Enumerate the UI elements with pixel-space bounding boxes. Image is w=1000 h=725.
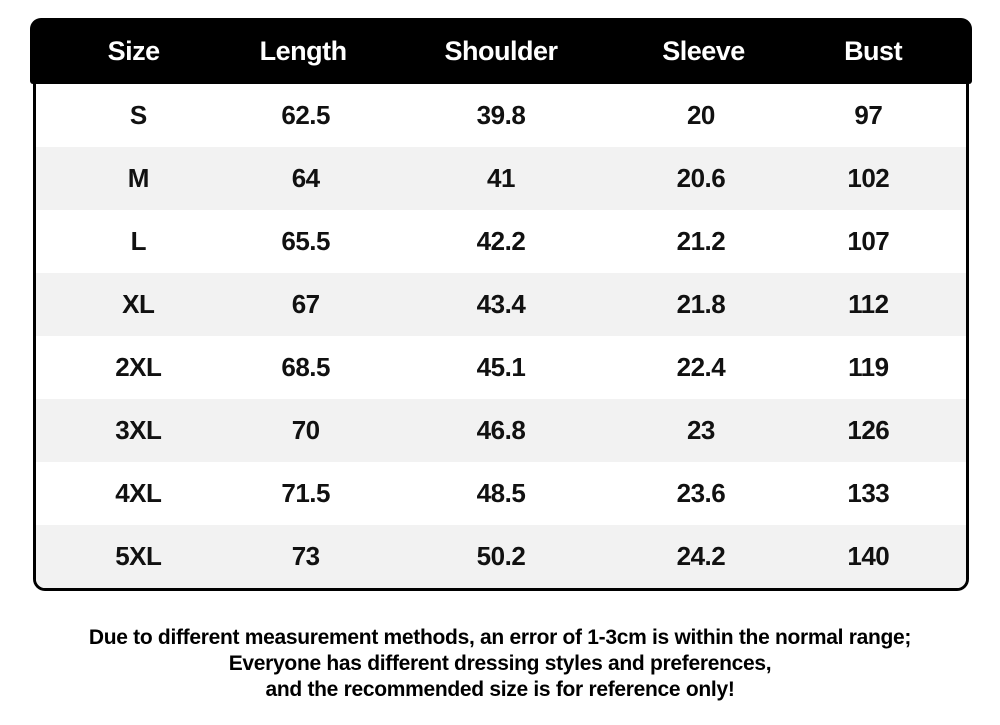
column-header-sleeve: Sleeve xyxy=(662,35,745,66)
table-row-s: S 62.5 39.8 20 97 xyxy=(36,84,966,147)
disclaimer-line-2: Everyone has different dressing styles a… xyxy=(228,652,772,675)
size-label-cell: 4XL xyxy=(115,478,162,508)
measurement-cell: 50.2 xyxy=(476,541,526,571)
size-label-cell: 5XL xyxy=(115,541,162,571)
measurement-cell: 48.5 xyxy=(476,478,526,508)
measurement-cell: 102 xyxy=(847,163,890,193)
measurement-cell: 45.1 xyxy=(476,352,526,382)
size-label-cell: S xyxy=(129,100,147,130)
measurement-cell: 22.4 xyxy=(676,352,726,382)
table-row-xl: XL 67 43.4 21.8 112 xyxy=(36,273,966,336)
measurement-cell: 73 xyxy=(291,541,320,571)
measurement-cell: 39.8 xyxy=(476,100,526,130)
disclaimer-line-3: and the recommended size is for referenc… xyxy=(265,678,735,701)
table-header-row: Size Length Shoulder Sleeve Bust xyxy=(30,18,972,84)
column-header-size: Size xyxy=(107,35,161,66)
size-label-cell: XL xyxy=(122,289,155,319)
table-row-2xl: 2XL 68.5 45.1 22.4 119 xyxy=(36,336,966,399)
size-chart-table: Size Length Shoulder Sleeve Bust S 62.5 39.8 20… xyxy=(30,18,972,591)
measurement-cell: 42.2 xyxy=(476,226,526,256)
size-label-cell: 2XL xyxy=(115,352,162,382)
measurement-cell: 119 xyxy=(848,352,889,382)
size-label-cell: 3XL xyxy=(115,415,162,445)
measurement-cell: 43.4 xyxy=(476,289,526,319)
table-row-4xl: 4XL 71.5 48.5 23.6 133 xyxy=(36,462,966,525)
measurement-cell: 24.2 xyxy=(676,541,726,571)
size-label-cell: M xyxy=(127,163,150,193)
measurement-cell: 70 xyxy=(291,415,320,445)
measurement-cell: 64 xyxy=(291,163,320,193)
table-body: S 62.5 39.8 20 97 M 64 41 20.6 102 L 65.5 42.2 21.2 10… xyxy=(33,74,969,591)
measurement-cell: 68.5 xyxy=(281,352,330,382)
measurement-cell: 21.8 xyxy=(676,289,726,319)
measurement-cell: 20.6 xyxy=(676,163,726,193)
column-header-shoulder: Shoulder xyxy=(444,35,558,66)
measurement-cell: 23 xyxy=(686,415,715,445)
measurement-cell: 23.6 xyxy=(676,478,726,508)
measurement-cell: 126 xyxy=(847,415,890,445)
table-row-m: M 64 41 20.6 102 xyxy=(36,147,966,210)
measurement-cell: 107 xyxy=(847,226,890,256)
measurement-cell: 41 xyxy=(487,163,515,193)
measurement-cell: 21.2 xyxy=(676,226,726,256)
measurement-cell: 112 xyxy=(848,289,889,319)
measurement-cell: 140 xyxy=(847,541,890,571)
measurement-cell: 46.8 xyxy=(476,415,526,445)
measurement-cell: 97 xyxy=(854,100,883,130)
column-header-length: Length xyxy=(259,35,347,66)
measurement-cell: 133 xyxy=(847,478,890,508)
size-label-cell: L xyxy=(130,226,147,256)
column-header-bust: Bust xyxy=(844,35,903,66)
table-row-3xl: 3XL 70 46.8 23 126 xyxy=(36,399,966,462)
measurement-disclaimer: Due to different measurement methods, an… xyxy=(0,625,1000,703)
table-row-l: L 65.5 42.2 21.2 107 xyxy=(36,210,966,273)
measurement-cell: 62.5 xyxy=(281,100,330,130)
measurement-cell: 20 xyxy=(686,100,715,130)
measurement-cell: 67 xyxy=(291,289,320,319)
table-row-5xl: 5XL 73 50.2 24.2 140 xyxy=(36,525,966,588)
measurement-cell: 65.5 xyxy=(281,226,330,256)
disclaimer-line-1: Due to different measurement methods, an… xyxy=(88,626,912,649)
measurement-cell: 71.5 xyxy=(281,478,330,508)
